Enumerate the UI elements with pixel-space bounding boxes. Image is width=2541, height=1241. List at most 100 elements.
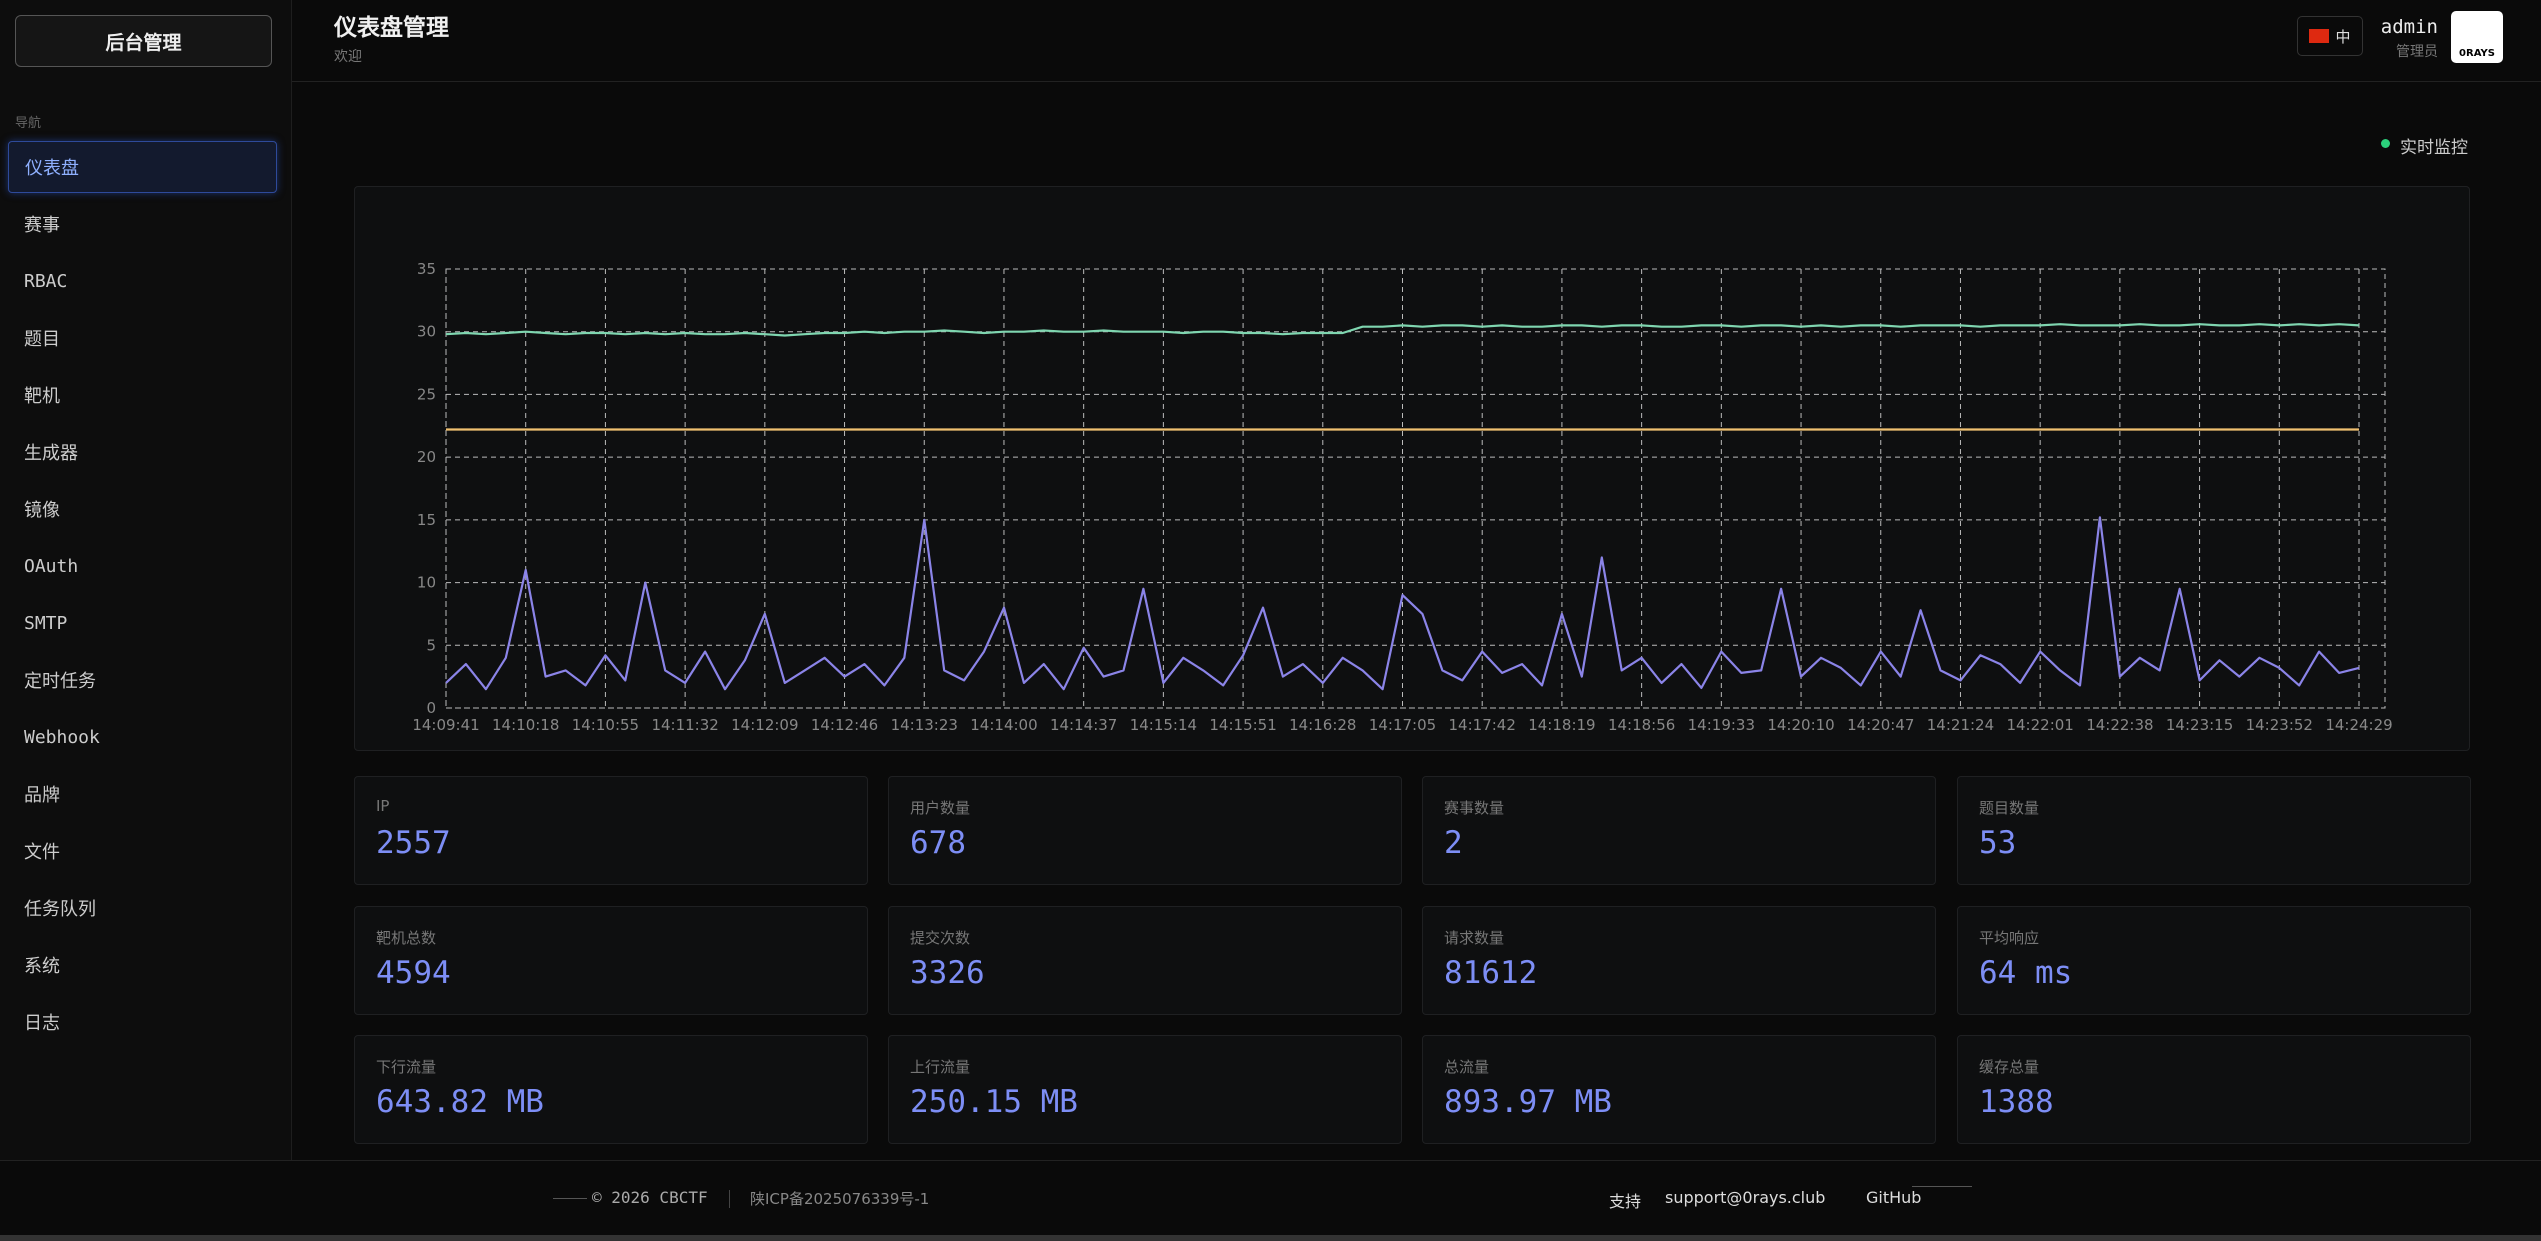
nav-item[interactable]: 定时任务 [24,671,96,692]
language-switch[interactable]: 中 [2297,16,2363,56]
x-tick-label: 14:23:15 [2166,716,2233,734]
footer-separator [729,1190,730,1208]
x-tick-label: 14:17:05 [1369,716,1436,734]
bottom-edge [0,1235,2541,1241]
stat-label: 上行流量 [910,1058,971,1076]
stat-label: 靶机总数 [376,929,437,947]
stat-label: 请求数量 [1444,929,1505,947]
stat-card: 缓存总量 1388 [1957,1035,2471,1144]
stat-value: 1388 [1979,1084,2054,1120]
stat-card: 靶机总数 4594 [354,906,868,1015]
nav-item[interactable]: 品牌 [24,785,60,806]
x-tick-label: 14:16:28 [1289,716,1356,734]
stat-card: 平均响应 64 ms [1957,906,2471,1015]
x-tick-label: 14:22:38 [2086,716,2153,734]
x-tick-label: 14:18:19 [1528,716,1595,734]
language-label: 中 [2335,27,2351,46]
nav-item[interactable]: 赛事 [24,215,60,236]
nav-item[interactable]: 日志 [24,1013,60,1034]
user-name[interactable]: admin [2380,16,2438,38]
nav-item[interactable]: 系统 [24,956,60,977]
x-tick-label: 14:19:33 [1688,716,1755,734]
stat-label: 提交次数 [910,929,971,947]
footer-border [0,1160,2541,1161]
page-subtitle: 欢迎 [334,49,362,65]
stat-card: 提交次数 3326 [888,906,1402,1015]
x-tick-label: 14:09:41 [412,716,479,734]
brand-button[interactable]: 后台管理 [15,15,272,67]
stat-value: 4594 [376,955,451,991]
y-tick-label: 0 [426,699,436,717]
page-title: 仪表盘管理 [334,15,449,41]
nav-section: 导航 [15,116,42,131]
y-tick-label: 20 [417,448,436,466]
status-dot [2381,139,2390,148]
stat-value: 81612 [1444,955,1538,991]
nav-item[interactable]: OAuth [24,555,79,577]
stat-card: 下行流量 643.82 MB [354,1035,868,1144]
stat-label: IP [376,797,390,815]
flag-icon [2309,29,2330,43]
icp[interactable]: 陕ICP备2025076339号-1 [750,1190,930,1208]
stat-card: 赛事数量 2 [1422,776,1936,885]
stat-value: 53 [1979,825,2017,861]
stat-label: 缓存总量 [1979,1058,2040,1076]
stat-card: 题目数量 53 [1957,776,2471,885]
nav-item[interactable]: 题目 [24,329,60,350]
x-tick-label: 14:23:52 [2246,716,2313,734]
x-tick-label: 14:21:24 [1927,716,1994,734]
x-tick-label: 14:12:09 [731,716,798,734]
stat-card: 总流量 893.97 MB [1422,1035,1936,1144]
x-tick-label: 14:20:10 [1767,716,1834,734]
github-link[interactable]: GitHub [1866,1188,1922,1207]
stat-value: 678 [910,825,966,861]
x-tick-label: 14:14:00 [970,716,1037,734]
x-tick-label: 14:15:51 [1209,716,1276,734]
nav-item[interactable]: 生成器 [24,443,78,464]
stat-card: 请求数量 81612 [1422,906,1936,1015]
stat-label: 题目数量 [1979,799,2040,817]
x-tick-label: 14:20:47 [1847,716,1914,734]
stat-value: 893.97 MB [1444,1084,1612,1120]
nav-item[interactable]: RBAC [24,270,68,292]
logo[interactable]: 0RAYS [2451,11,2503,63]
stat-label: 赛事数量 [1444,799,1505,817]
x-tick-label: 14:10:18 [492,716,559,734]
x-tick-label: 14:11:32 [651,716,718,734]
plot-border [445,268,2386,709]
nav-item[interactable]: SMTP [24,612,68,634]
stat-card: 用户数量 678 [888,776,1402,885]
y-tick-label: 5 [426,636,436,654]
stat-value: 250.15 MB [910,1084,1078,1120]
x-tick-label: 14:13:23 [891,716,958,734]
stat-label: 下行流量 [376,1058,437,1076]
x-tick-label: 14:17:42 [1449,716,1516,734]
y-tick-label: 35 [417,260,436,278]
stat-label: 总流量 [1444,1058,1490,1076]
x-tick-label: 14:12:46 [811,716,878,734]
copyright: © 2026 CBCTF [592,1188,708,1207]
series-line [445,516,2360,691]
user-role: 管理员 [2396,44,2438,60]
nav-item[interactable]: 靶机 [24,386,60,407]
support-email[interactable]: support@0rays.club [1665,1188,1826,1207]
stat-value: 64 ms [1979,955,2073,991]
nav-item[interactable]: 文件 [24,842,60,863]
stat-value: 643.82 MB [376,1084,544,1120]
chart: 0 5 10 15 20 25 30 35 14:09:41 14:10:18 14:10:55 14… [412,260,2392,734]
nav-item[interactable]: 仪表盘 [8,141,277,193]
footer-line [553,1198,587,1199]
x-tick-label: 14:14:37 [1050,716,1117,734]
y-tick-label: 25 [417,385,436,403]
nav-item[interactable]: Webhook [24,726,100,748]
nav-item[interactable]: 任务队列 [24,899,96,920]
stat-label: 平均响应 [1979,929,2040,947]
y-tick-label: 30 [417,323,436,341]
x-tick-label: 14:18:56 [1608,716,1675,734]
header: 仪表盘管理 欢迎 中 admin 管理员 0RAYS [292,0,2541,82]
nav-item[interactable]: 镜像 [24,500,60,521]
stat-card: 上行流量 250.15 MB [888,1035,1402,1144]
y-tick-label: 15 [417,511,436,529]
